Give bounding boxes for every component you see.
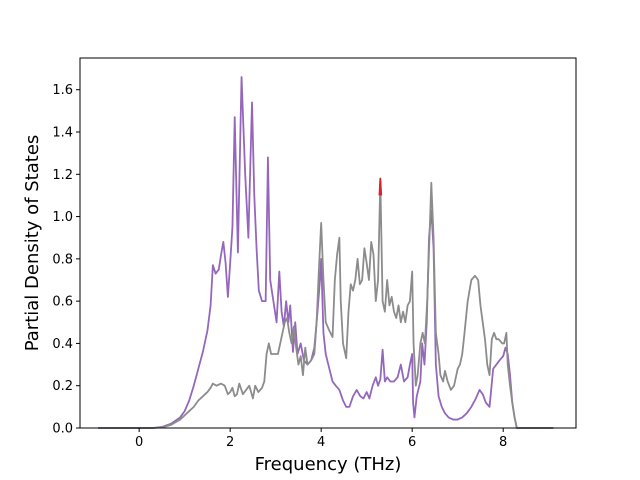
x-tick-label: 6: [408, 435, 416, 450]
y-tick-label: 1.4: [52, 126, 73, 141]
x-tick-label: 8: [499, 435, 507, 450]
x-axis-label: Frequency (THz): [255, 454, 402, 475]
y-tick-label: 0.4: [52, 337, 73, 352]
y-tick-label: 0.8: [52, 252, 73, 267]
y-tick-label: 0.0: [52, 422, 73, 437]
plot-background: [80, 58, 576, 428]
y-tick-label: 1.2: [52, 168, 73, 183]
y-tick-label: 1.6: [52, 83, 73, 98]
y-tick-label: 0.6: [52, 295, 73, 310]
x-tick-label: 0: [135, 435, 143, 450]
plot-frame: [79, 57, 577, 429]
x-tick-label: 4: [317, 435, 325, 450]
y-axis-ticks: 0.0 0.2 0.4 0.6 0.8 1.0 1.2 1.4 1.6: [52, 83, 80, 437]
y-axis-label: Partial Density of States: [22, 135, 43, 352]
series-line-2: [98, 179, 554, 429]
y-tick-label: 0.2: [52, 379, 73, 394]
x-axis-ticks: 0 2 4 6 8: [135, 428, 507, 450]
series-line-1: [98, 76, 554, 429]
x-tick-label: 2: [226, 435, 234, 450]
y-tick-label: 1.0: [52, 210, 73, 225]
series-layer: [98, 76, 554, 429]
series-line-3: [378, 177, 383, 196]
